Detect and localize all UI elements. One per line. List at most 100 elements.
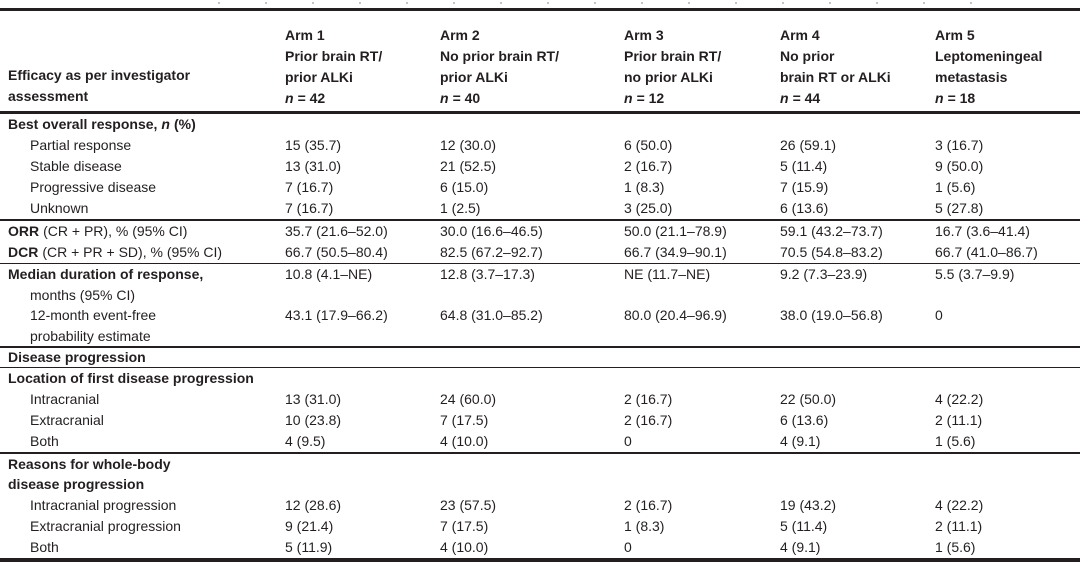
row-label: Stable disease — [30, 158, 122, 174]
data-cell: 0 — [935, 307, 943, 324]
data-cell: 4 (10.0) — [440, 538, 489, 555]
data-cell: 38.0 (19.0–56.8) — [780, 307, 883, 324]
row-intracranial-progression: Intracranial progression 12 (28.6) 23 (5… — [0, 495, 1080, 516]
row-extracranial-progression: Extracranial progression 9 (21.4) 7 (17.… — [0, 516, 1080, 537]
arm-5-header: Arm 5 Leptomeningeal metastasis n = 18 — [935, 25, 1080, 111]
section-label-text: Best overall response, — [8, 116, 158, 132]
section-label: Disease progression — [8, 348, 146, 365]
data-cell: 5.5 (3.7–9.9) — [935, 266, 1015, 283]
divider-rule — [0, 346, 1080, 348]
row-label: Partial response — [30, 137, 132, 153]
data-cell: 12.8 (3.7–17.3) — [440, 266, 535, 283]
row-12-month-event-free: 12-month event-free probability estimate… — [0, 305, 1080, 346]
row-unknown: Unknown 7 (16.7) 1 (2.5) 3 (25.0) 6 (13.… — [0, 198, 1080, 219]
data-cell: 66.7 (41.0–86.7) — [935, 243, 1038, 260]
data-cell: 4 (22.2) — [935, 391, 984, 408]
data-cell: 2 (11.1) — [935, 517, 983, 534]
row-label: DCR (CR + PR + SD), % (95% CI) — [8, 242, 285, 263]
divider-rule — [0, 452, 1080, 454]
data-cell: 4 (9.5) — [285, 433, 326, 450]
data-cell: 5 (27.8) — [935, 200, 984, 216]
row-label: Extracranial — [30, 412, 104, 429]
data-cell: 12 (28.6) — [285, 496, 342, 513]
data-cell: 7 (16.7) — [285, 179, 334, 195]
divider-rule — [0, 219, 1080, 221]
row-label: 12-month event-free probability estimate — [8, 305, 285, 346]
row-stable-disease: Stable disease 13 (31.0) 21 (52.5) 2 (16… — [0, 156, 1080, 177]
n-symbol: n — [624, 90, 633, 106]
data-cell: 35.7 (21.6–52.0) — [285, 222, 388, 239]
efficacy-header-line2: assessment — [8, 88, 89, 104]
row-label-line1: 12-month event-free — [30, 307, 157, 324]
data-cell: 2 (16.7) — [624, 391, 673, 408]
arm-4-title: Arm 4 — [780, 27, 820, 43]
row-label: Intracranial progression — [30, 496, 177, 513]
data-cell: 64.8 (31.0–85.2) — [440, 307, 543, 324]
row-label-line2: probability estimate — [30, 327, 151, 344]
data-cell: 21 (52.5) — [440, 158, 497, 174]
data-cell: 23 (57.5) — [440, 496, 497, 513]
arm-1-title: Arm 1 — [285, 27, 325, 43]
n-symbol: n — [780, 90, 789, 106]
n-value: = 12 — [636, 90, 665, 106]
data-cell: NE (11.7–NE) — [624, 266, 711, 283]
arm-3-title: Arm 3 — [624, 27, 664, 43]
data-cell: 19 (43.2) — [780, 496, 837, 513]
efficacy-header-line1: Efficacy as per investigator — [8, 67, 191, 83]
arm-2-desc1: No prior brain RT/ — [440, 48, 559, 64]
section-label-suffix: (%) — [173, 116, 196, 132]
data-cell: 6 (13.6) — [780, 412, 829, 429]
data-cell: 1 (8.3) — [624, 179, 665, 195]
n-value: = 18 — [947, 90, 976, 106]
data-cell: 3 (25.0) — [624, 200, 673, 216]
data-cell: 26 (59.1) — [780, 137, 837, 153]
arm-5-title: Arm 5 — [935, 27, 975, 43]
n-symbol: n — [440, 90, 449, 106]
divider-rule — [0, 366, 1080, 369]
arm-1-desc2: prior ALKi — [285, 69, 353, 85]
data-cell: 5 (11.4) — [780, 158, 828, 174]
data-cell: 3 (16.7) — [935, 137, 984, 153]
data-cell: 10 (23.8) — [285, 412, 342, 429]
arm-2-title: Arm 2 — [440, 27, 480, 43]
data-cell: 2 (16.7) — [624, 496, 673, 513]
section-label: Reasons for whole-body disease progressi… — [8, 454, 285, 495]
data-cell: 50.0 (21.1–78.9) — [624, 222, 727, 239]
row-both-location: Both 4 (9.5) 4 (10.0) 0 4 (9.1) 1 (5.6) — [0, 431, 1080, 452]
data-cell: 0 — [624, 538, 632, 555]
data-cell: 1 (8.3) — [624, 517, 665, 534]
data-cell: 0 — [624, 433, 632, 450]
table-header-row: Efficacy as per investigator assessment … — [0, 11, 1080, 111]
data-cell: 15 (35.7) — [285, 137, 342, 153]
arm-2-header: Arm 2 No prior brain RT/ prior ALKi n = 4… — [440, 25, 624, 111]
row-extracranial: Extracranial 10 (23.8) 7 (17.5) 2 (16.7)… — [0, 410, 1080, 431]
arm-2-desc2: prior ALKi — [440, 69, 508, 85]
divider-rule — [0, 262, 1080, 265]
data-cell: 1 (5.6) — [935, 179, 976, 195]
data-cell: 6 (50.0) — [624, 137, 673, 153]
arm-3-desc2: no prior ALKi — [624, 69, 713, 85]
data-cell: 70.5 (54.8–83.2) — [780, 243, 883, 260]
arm-3-header: Arm 3 Prior brain RT/ no prior ALKi n = 1… — [624, 25, 780, 111]
data-cell: 9 (50.0) — [935, 158, 984, 174]
n-symbol: n — [935, 90, 944, 106]
data-cell: 7 (17.5) — [440, 412, 489, 429]
n-value: = 44 — [792, 90, 821, 106]
row-label: Intracranial — [30, 391, 100, 408]
data-cell: 7 (17.5) — [440, 517, 489, 534]
row-intracranial: Intracranial 13 (31.0) 24 (60.0) 2 (16.7… — [0, 389, 1080, 410]
row-label-rest: (CR + PR + SD), % (95% CI) — [42, 243, 223, 260]
data-cell: 9 (21.4) — [285, 517, 334, 534]
data-cell: 12 (30.0) — [440, 137, 497, 153]
row-label: Both — [30, 433, 59, 450]
row-reasons-section: Reasons for whole-body disease progressi… — [0, 454, 1080, 495]
row-label: Median duration of response, months (95%… — [8, 264, 285, 305]
data-cell: 59.1 (43.2–73.7) — [780, 222, 883, 239]
section-label-line1: Reasons for whole-body — [8, 455, 171, 472]
row-label-line1: Median duration of response, — [8, 266, 204, 283]
row-orr: ORR (CR + PR), % (95% CI) 35.7 (21.6–52.0… — [0, 221, 1080, 242]
arm-3-n: n = 12 — [624, 88, 780, 109]
data-cell: 1 (2.5) — [440, 200, 481, 216]
arm-5-n: n = 18 — [935, 88, 1080, 109]
data-cell: 30.0 (16.6–46.5) — [440, 222, 543, 239]
